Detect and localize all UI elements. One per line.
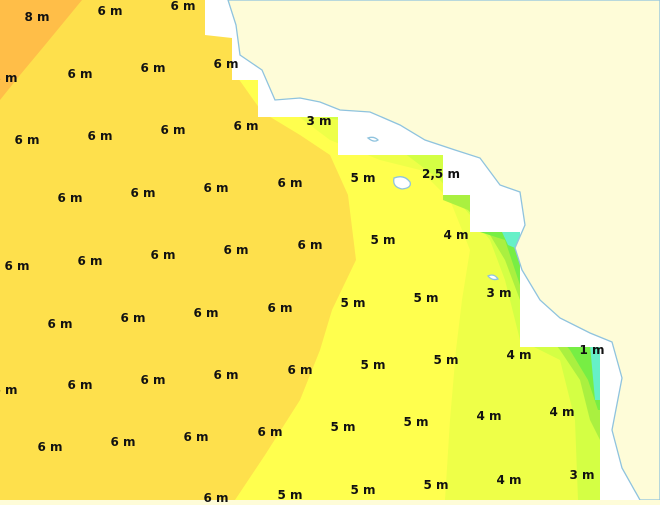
wave-height-label: 5 m (403, 415, 429, 429)
wave-height-label: 8 m (0, 71, 18, 85)
wave-height-label: 5 m (370, 233, 396, 247)
wave-height-label: 6 m (140, 61, 166, 75)
wave-height-label: 6 m (203, 491, 229, 505)
wave-height-label: 6 m (213, 57, 239, 71)
wave-height-label: 6 m (120, 311, 146, 325)
wave-height-label: 6 m (67, 67, 93, 81)
wave-height-label: 6 m (160, 123, 186, 137)
wave-height-label: 6 m (233, 119, 259, 133)
wave-height-label: 3 m (306, 114, 332, 128)
wave-height-label: 5 m (277, 488, 303, 502)
land (227, 0, 660, 501)
wave-height-label: 6 m (97, 4, 123, 18)
wave-height-label: 4 m (496, 473, 522, 487)
wave-height-label: 6 m (267, 301, 293, 315)
wave-height-label: 3 m (569, 468, 595, 482)
wave-height-label: 6 m (287, 363, 313, 377)
wave-height-label: 5 m (340, 296, 366, 310)
wave-height-label: 5 m (350, 483, 376, 497)
wave-height-label: 4 m (443, 228, 469, 242)
wave-height-label: 6 m (213, 368, 239, 382)
wave-height-label: 4 m (476, 409, 502, 423)
wave-height-label: 6 m (77, 254, 103, 268)
wave-height-label: 6 m (87, 129, 113, 143)
wave-height-label: 5 m (423, 478, 449, 492)
wave-height-label: 1 m (579, 343, 605, 357)
island (486, 274, 500, 281)
wave-height-label: 6 m (140, 373, 166, 387)
wave-height-label: 6 m (150, 248, 176, 262)
wave-height-label: 6 m (223, 243, 249, 257)
wave-height-label: 6 m (193, 306, 219, 320)
zone-1m-estuary (590, 345, 602, 400)
wave-height-label: 6 m (4, 259, 30, 273)
wave-height-label: 6 m (183, 430, 209, 444)
wave-height-label: 6 m (37, 440, 63, 454)
wave-height-label: 6 m (130, 186, 156, 200)
wave-height-label: 6 m (297, 238, 323, 252)
wave-height-label: 4 m (549, 405, 575, 419)
wave-height-label: 6 m (203, 181, 229, 195)
wave-height-label: 6 m (57, 191, 83, 205)
wave-height-label: 5 m (350, 171, 376, 185)
island (366, 136, 379, 142)
wave-height-label: 6 m (14, 133, 40, 147)
wave-height-label: 6 m (110, 435, 136, 449)
wave-height-label: 8 m (24, 10, 50, 24)
wave-height-label: 5 m (360, 358, 386, 372)
wave-height-label: 3 m (486, 286, 512, 300)
wave-height-label: 5 m (433, 353, 459, 367)
wave-height-label: 5 m (413, 291, 439, 305)
island (393, 176, 411, 190)
zone-8m (0, 0, 82, 100)
wave-height-label: 6 m (67, 378, 93, 392)
wave-height-label: 5 m (330, 420, 356, 434)
wave-height-label: 2,5 m (422, 167, 460, 181)
wave-height-label: 4 m (506, 348, 532, 362)
wave-height-label: 6 m (170, 0, 196, 13)
wave-height-label: 6 m (47, 317, 73, 331)
wave-height-label: 6 m (277, 176, 303, 190)
wave-height-label: 6 m (257, 425, 283, 439)
wave-height-label: 6 m (0, 383, 18, 397)
